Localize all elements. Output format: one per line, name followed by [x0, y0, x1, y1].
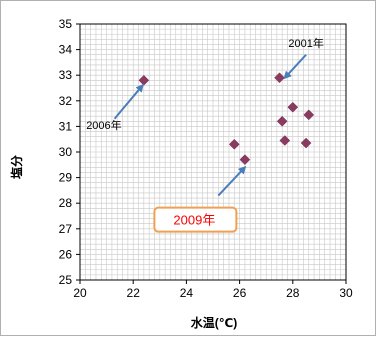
data-points	[138, 72, 315, 166]
y-tick-label: 34	[59, 43, 73, 57]
annotation-box-a2009	[153, 206, 238, 233]
data-point	[287, 101, 299, 113]
y-tick-label: 30	[59, 145, 73, 159]
annotation-label-a2001: 2001年	[288, 36, 323, 50]
y-tick-label: 26	[59, 247, 73, 261]
data-point	[228, 138, 240, 150]
annotation-arrow-a2006	[113, 83, 144, 120]
x-tick-label: 20	[73, 286, 87, 300]
annotation-arrow-a2001	[283, 54, 307, 80]
y-tick-label: 28	[59, 196, 73, 210]
y-tick-label: 31	[59, 119, 73, 133]
y-tick-label: 27	[59, 222, 73, 236]
x-tick-label: 30	[339, 286, 353, 300]
y-tick-label: 29	[59, 171, 73, 185]
x-tick-label: 24	[180, 286, 194, 300]
data-point	[239, 154, 251, 166]
y-axis-label: 塩分	[9, 155, 24, 179]
x-tick-label: 28	[286, 286, 300, 300]
y-tick-label: 35	[59, 17, 73, 31]
annotation-label-a2006: 2006年	[86, 118, 121, 132]
y-tick-label: 25	[59, 273, 73, 287]
x-axis-label: 水温(℃)	[191, 315, 238, 330]
annotations: 2006年 2001年 2009年	[86, 36, 324, 233]
data-point	[276, 115, 288, 127]
annotation-label-a2009: 2009年	[173, 213, 215, 228]
x-tick-label: 22	[127, 286, 141, 300]
y-tick-label: 32	[59, 94, 73, 108]
data-point	[300, 137, 312, 149]
data-point	[303, 109, 315, 121]
y-tick-label: 33	[59, 68, 73, 82]
x-tick-label: 26	[233, 286, 247, 300]
annotation-arrow-a2009	[217, 165, 247, 197]
data-point	[274, 72, 285, 84]
grid	[79, 23, 347, 281]
data-point	[138, 74, 150, 86]
data-point	[279, 135, 291, 146]
